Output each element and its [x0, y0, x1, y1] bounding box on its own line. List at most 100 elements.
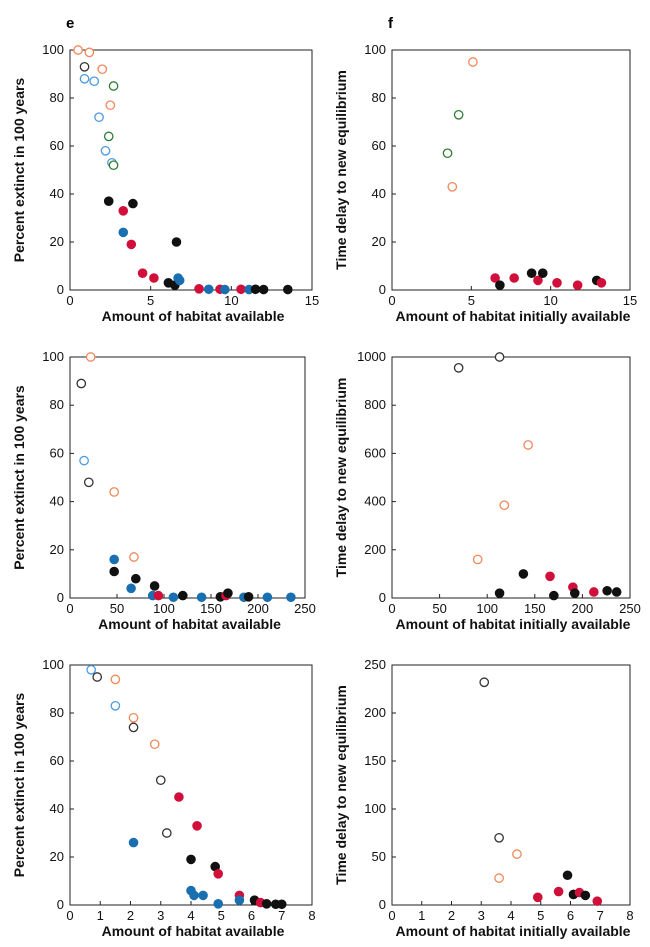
y-tick-label: 0	[379, 897, 386, 912]
plot-frame	[391, 356, 631, 599]
filled-data-point	[220, 284, 230, 295]
y-tick-label: 40	[50, 494, 64, 509]
y-tick-label: 150	[364, 753, 386, 768]
filled-data-point	[168, 592, 179, 603]
filled-data-point	[236, 284, 246, 295]
open-data-point	[512, 849, 522, 859]
filled-data-point	[137, 268, 148, 279]
x-tick-label: 200	[247, 601, 269, 616]
filled-data-point	[286, 592, 296, 603]
filled-data-point	[103, 196, 114, 207]
y-tick-label: 100	[42, 657, 64, 672]
x-tick-label: 3	[157, 908, 164, 923]
filled-data-point	[532, 892, 543, 903]
y-tick-label: 80	[50, 705, 64, 720]
filled-data-point	[611, 587, 622, 597]
open-data-point	[128, 722, 139, 733]
open-data-point	[523, 440, 533, 450]
filled-data-point	[258, 284, 269, 295]
y-tick-label: 80	[50, 397, 64, 412]
open-data-point	[494, 873, 504, 883]
y-tick-label: 100	[364, 801, 386, 816]
x-tick-label: 5	[537, 908, 544, 923]
open-data-point	[494, 832, 504, 843]
open-data-point	[84, 47, 95, 58]
x-axis-label: Amount of habitat available	[102, 308, 285, 324]
filled-data-point	[592, 896, 603, 906]
open-data-point	[100, 145, 111, 156]
open-data-point	[73, 45, 83, 55]
y-tick-label: 100	[364, 42, 386, 57]
filled-data-point	[109, 566, 119, 577]
y-tick-label: 800	[364, 397, 386, 412]
y-tick-label: 20	[50, 542, 64, 557]
x-tick-label: 0	[66, 293, 73, 308]
filled-data-point	[174, 792, 184, 802]
filled-data-point	[250, 284, 261, 295]
open-data-point	[447, 181, 458, 192]
x-tick-label: 4	[187, 908, 194, 923]
x-tick-label: 15	[623, 293, 637, 308]
y-tick-label: 600	[364, 445, 386, 460]
open-data-point	[161, 828, 172, 838]
filled-data-point	[194, 283, 204, 294]
x-tick-label: 2	[448, 908, 455, 923]
open-data-point	[442, 148, 453, 159]
filled-data-point	[572, 280, 583, 291]
filled-data-point	[118, 227, 129, 238]
x-tick-label: 100	[476, 601, 498, 616]
filled-data-point	[495, 280, 505, 291]
y-tick-label: 80	[50, 90, 64, 105]
x-tick-label: 150	[200, 601, 222, 616]
x-tick-label: 0	[66, 601, 73, 616]
y-axis-label: Time delay to new equilibrium	[333, 685, 349, 885]
x-tick-label: 150	[524, 601, 546, 616]
filled-data-point	[243, 591, 254, 602]
x-tick-label: 0	[388, 293, 395, 308]
y-axis-label: Percent extinct in 100 years	[11, 78, 27, 263]
filled-data-point	[131, 573, 141, 584]
filled-data-point	[552, 277, 562, 288]
open-data-point	[105, 100, 116, 111]
open-data-point	[108, 81, 119, 91]
filled-data-point	[196, 592, 207, 603]
filled-data-point	[261, 898, 272, 909]
y-axis-label: Time delay to new equilibrium	[333, 378, 349, 578]
plot-frame	[69, 49, 313, 291]
filled-data-point	[173, 273, 183, 283]
open-data-point	[149, 739, 160, 750]
y-tick-label: 50	[372, 849, 386, 864]
x-axis-label: Amount of habitat initially available	[396, 616, 631, 632]
open-data-point	[110, 700, 121, 711]
x-tick-label: 6	[567, 908, 574, 923]
y-tick-label: 200	[364, 705, 386, 720]
open-data-point	[453, 362, 464, 373]
filled-data-point	[203, 284, 214, 295]
open-data-point	[79, 61, 90, 72]
y-tick-label: 0	[379, 590, 386, 605]
open-data-point	[499, 500, 510, 511]
filled-data-point	[171, 237, 182, 247]
y-tick-label: 100	[42, 349, 64, 364]
y-tick-label: 0	[57, 590, 64, 605]
filled-data-point	[178, 590, 188, 601]
y-tick-label: 250	[364, 657, 386, 672]
x-axis-label: Amount of habitat initially available	[396, 923, 631, 939]
open-data-point	[79, 455, 89, 466]
y-tick-label: 60	[372, 138, 386, 153]
x-axis-label: Amount of habitat initially available	[396, 308, 631, 324]
filled-data-point	[128, 198, 138, 209]
open-data-point	[128, 712, 139, 723]
filled-data-point	[518, 569, 529, 579]
open-data-point	[86, 664, 97, 675]
filled-data-point	[569, 588, 580, 598]
open-data-point	[85, 352, 96, 362]
y-tick-label: 80	[372, 90, 386, 105]
x-tick-label: 5	[218, 908, 225, 923]
filled-data-point	[545, 571, 555, 582]
filled-data-point	[126, 239, 137, 250]
